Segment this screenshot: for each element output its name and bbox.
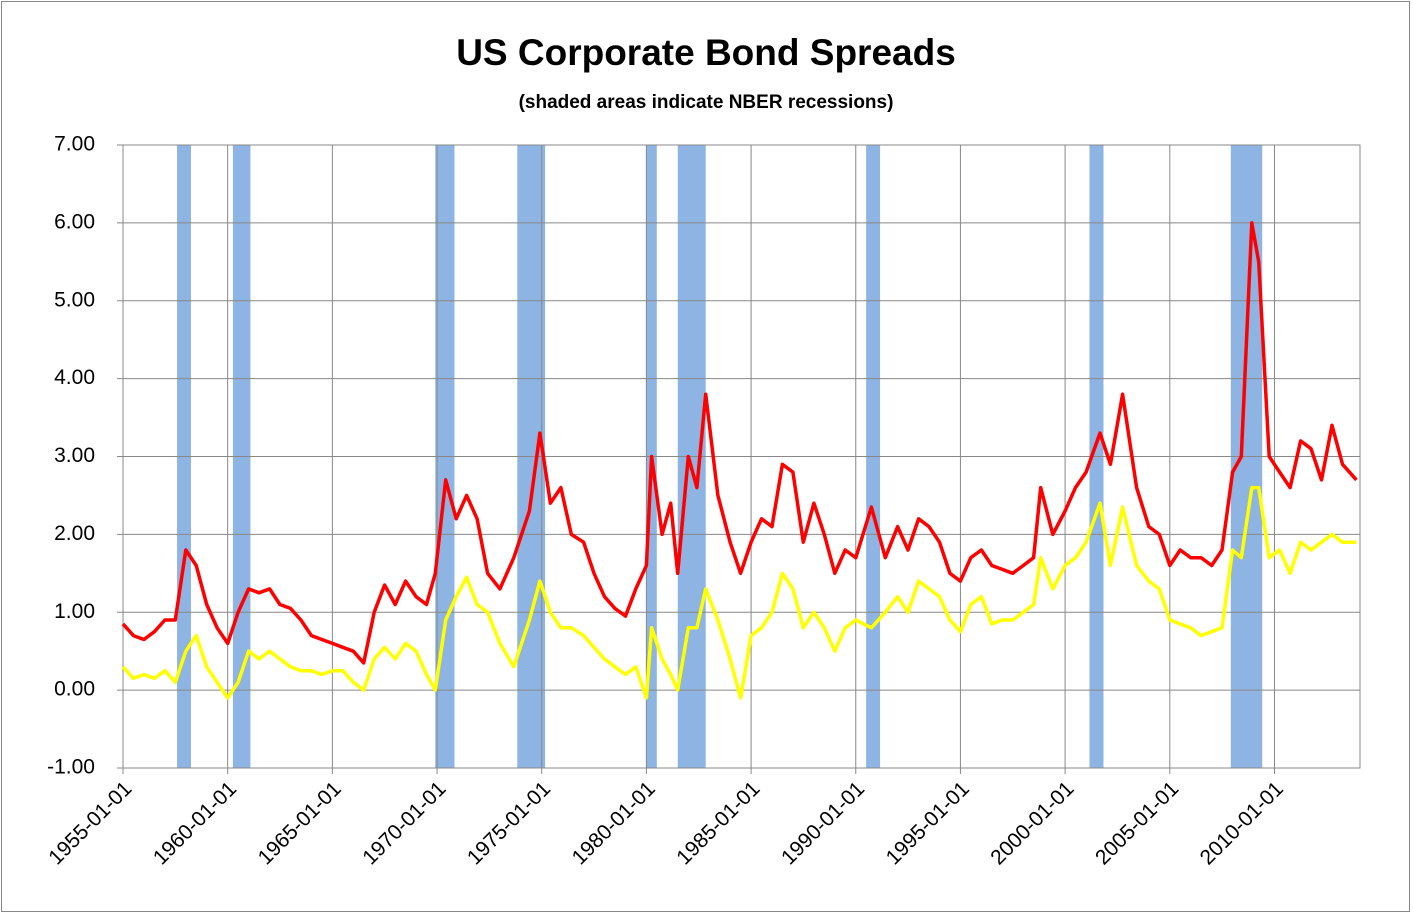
y-tick-label: 5.00 [54,288,95,311]
y-tick-label: 6.00 [54,210,95,233]
chart-title: US Corporate Bond Spreads [456,32,956,73]
y-tick-label: -1.00 [47,756,95,779]
y-tick-label: 0.00 [54,678,95,701]
series-line [121,221,1358,665]
plot-area [117,144,1361,774]
y-tick-label: 4.00 [54,366,95,389]
plot-frame [122,144,1361,769]
y-tick-label: 1.00 [54,600,95,623]
y-tick-label: 7.00 [54,133,95,156]
y-tick-label: 2.00 [54,522,95,545]
series-line [121,485,1357,700]
chart-subtitle: (shaded areas indicate NBER recessions) [519,92,894,113]
y-tick-label: 3.00 [54,444,95,467]
